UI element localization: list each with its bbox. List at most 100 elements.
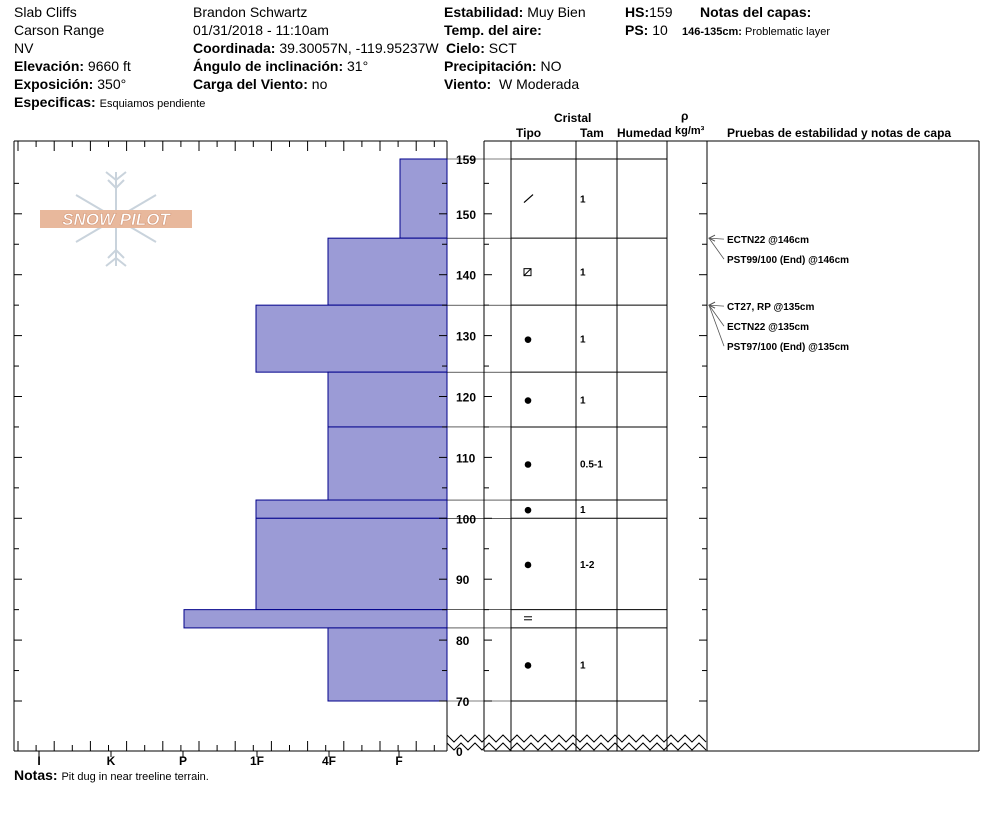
grain-size-label: 1 xyxy=(580,505,586,516)
grain-size-label: 1 xyxy=(580,660,586,671)
size-header: Tam xyxy=(580,126,604,140)
faceted-grain-icon-slash xyxy=(523,268,532,277)
hs-label: HS: xyxy=(625,4,650,20)
hardness-tick-label: I xyxy=(37,754,40,768)
elevation-label: Elevación: xyxy=(14,58,85,74)
wind-label: Viento: xyxy=(444,76,492,92)
hardness-bar xyxy=(399,158,448,239)
ps-label: PS: xyxy=(625,22,649,38)
stability-test-label: ECTN22 @146cm xyxy=(727,235,809,246)
depth-tick-label: 150 xyxy=(456,208,476,222)
hardness-tick-label: 1F xyxy=(250,754,264,768)
density-symbol: ρ xyxy=(681,109,689,123)
test-arrow-line xyxy=(708,304,725,327)
hs-row: HS:159 xyxy=(625,4,672,21)
hardness-bar xyxy=(327,426,448,501)
stability-row: Estabilidad: Muy Bien xyxy=(444,4,586,21)
slope-row: Ángulo de inclinación: 31° xyxy=(193,58,368,75)
notes-value: Pit dug in near treeline terrain. xyxy=(61,771,209,783)
observer: Brandon Schwartz xyxy=(193,4,308,20)
date-time: 01/31/2018 - 11:10am xyxy=(193,22,329,38)
grain-size-label: 1-2 xyxy=(580,560,595,571)
grain-size-label: 0.5-1 xyxy=(580,459,603,470)
hardness-bar xyxy=(327,237,448,306)
stability-test-label: ECTN22 @135cm xyxy=(727,322,809,333)
hardness-tick-label: P xyxy=(179,754,187,768)
rounded-grain-icon xyxy=(524,397,532,404)
crystal-header: Cristal xyxy=(554,111,592,125)
aspect-label: Exposición: xyxy=(14,76,94,92)
notes-row: Notas: Pit dug in near treeline terrain. xyxy=(14,767,209,786)
hardness-bar xyxy=(255,304,448,373)
specifics-row: Especificas: Esquiamos pendiente xyxy=(14,94,205,113)
stability-value: Muy Bien xyxy=(527,4,586,20)
depth-tick-label: 100 xyxy=(456,512,476,526)
logo-text: SNOW PILOT xyxy=(62,210,171,229)
rounded-grain-icon xyxy=(524,662,532,669)
precip-label: Precipitación: xyxy=(444,58,537,74)
aspect-value: 350° xyxy=(97,76,127,92)
air-temp-label: Temp. del aire: xyxy=(444,22,542,38)
type-header: Tipo xyxy=(516,126,542,140)
state: NV xyxy=(14,40,34,56)
wind-load-value: no xyxy=(311,76,328,92)
depth-tick-label: 70 xyxy=(456,695,470,709)
depth-break-zigzag-lower xyxy=(446,742,707,751)
hardness-tick-label: F xyxy=(395,754,402,768)
stability-test-label: PST97/100 (End) @135cm xyxy=(727,342,849,353)
depth-tick-label: 120 xyxy=(456,391,476,405)
hardness-tick-label: 4F xyxy=(322,754,336,768)
grain-size-label: 1 xyxy=(580,335,586,346)
wind-row: Viento: W Moderada xyxy=(444,76,579,93)
wind-load-row: Carga del Viento: no xyxy=(193,76,327,93)
snowpilot-logo: SNOW PILOT xyxy=(40,171,192,267)
hs-value: 159 xyxy=(649,4,673,20)
tests-header: Pruebas de estabilidad y notas de capa xyxy=(727,126,952,140)
logo-banner xyxy=(40,210,192,228)
mountain-range: Carson Range xyxy=(14,22,105,38)
rounded-grain-icon xyxy=(524,336,532,343)
depth-tick-label: 110 xyxy=(456,451,476,465)
hardness-bar xyxy=(183,609,448,629)
hardness-bar xyxy=(327,371,448,428)
test-arrow-line xyxy=(708,305,725,347)
depth-tick-label: 140 xyxy=(456,269,476,283)
test-arrow-line xyxy=(708,304,725,307)
sky-row: Cielo: SCT xyxy=(444,40,517,57)
notes-label: Notas: xyxy=(14,767,58,783)
hardness-bar xyxy=(255,517,448,611)
wind-value: W Moderada xyxy=(498,76,580,92)
grain-size-label: 1 xyxy=(580,396,586,407)
moisture-header: Humedad xyxy=(617,126,672,140)
precip-row: Precipitación: NO xyxy=(444,58,561,75)
rounded-grain-icon xyxy=(524,461,532,468)
stability-test-label: PST99/100 (End) @146cm xyxy=(727,255,849,266)
hardness-tick-label: K xyxy=(107,754,116,768)
layer-note-range: 146-135cm: xyxy=(682,26,742,38)
slope-value: 31° xyxy=(347,58,369,74)
depth-tick-label: 80 xyxy=(456,634,470,648)
slope-label: Ángulo de inclinación: xyxy=(193,58,344,74)
test-arrow-line xyxy=(708,237,725,240)
test-arrow-line xyxy=(708,237,725,260)
depth-tick-label: 90 xyxy=(456,573,470,587)
sky-label: Cielo: xyxy=(446,40,485,56)
elevation-row: Elevación: 9660 ft xyxy=(14,58,131,75)
grain-size-label: 1 xyxy=(580,195,586,206)
coordinate-label: Coordinada: xyxy=(193,40,276,56)
wind-load-label: Carga del Viento: xyxy=(193,76,308,92)
depth-tick-label: 0 xyxy=(456,745,463,759)
precip-value: NO xyxy=(540,58,562,74)
depth-tick-label: 159 xyxy=(456,153,476,167)
stability-label: Estabilidad: xyxy=(444,4,524,20)
test-arrow-head xyxy=(708,301,716,309)
grain-size-label: 1 xyxy=(580,268,586,279)
rounded-grain-icon xyxy=(524,561,532,569)
rounded-grain-icon xyxy=(524,506,532,514)
location-name: Slab Cliffs xyxy=(14,4,77,20)
specifics-label: Especificas: xyxy=(14,94,96,110)
aspect-row: Exposición: 350° xyxy=(14,76,126,93)
decomposing-grain-icon xyxy=(523,194,534,204)
hardness-bar xyxy=(255,499,448,519)
